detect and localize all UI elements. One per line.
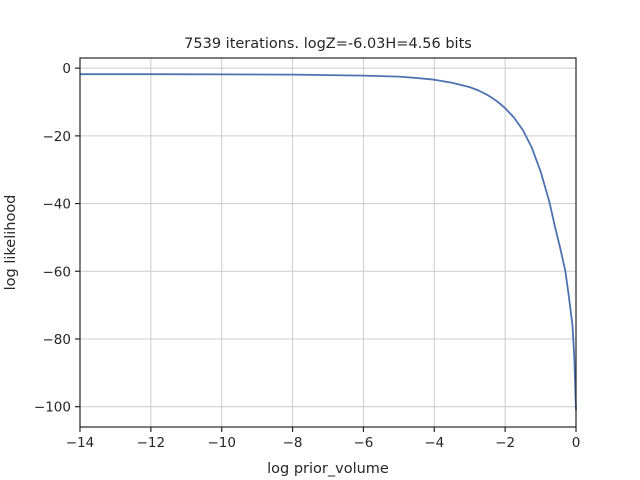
y-axis-label: log likelihood — [3, 195, 19, 291]
x-tick-label: −4 — [424, 435, 444, 451]
x-axis-label: log prior_volume — [267, 461, 389, 477]
plot-frame — [79, 57, 577, 428]
axis-ticks: −14 −12 −10 −8 −6 −4 −2 00−20−40−60−80−100 — [34, 61, 580, 451]
x-tick-label: −2 — [495, 435, 515, 451]
y-tick-label: −100 — [34, 400, 71, 416]
grid — [79, 58, 577, 427]
chart-title: 7539 iterations. logZ=-6.03H=4.56 bits — [184, 36, 472, 52]
y-tick-label: −40 — [43, 197, 72, 213]
series-line — [80, 73, 577, 411]
plot-area — [80, 73, 577, 411]
x-tick-label: −8 — [283, 435, 303, 451]
y-tick-label: −80 — [43, 332, 72, 348]
x-tick-label: −12 — [137, 435, 166, 451]
y-tick-label: 0 — [62, 61, 71, 77]
y-tick-label: −20 — [43, 129, 72, 145]
x-tick-label: −14 — [66, 435, 95, 451]
x-tick-label: 0 — [572, 435, 581, 451]
x-tick-label: −6 — [353, 435, 373, 451]
x-tick-label: −10 — [207, 435, 236, 451]
y-tick-label: −60 — [43, 264, 72, 280]
